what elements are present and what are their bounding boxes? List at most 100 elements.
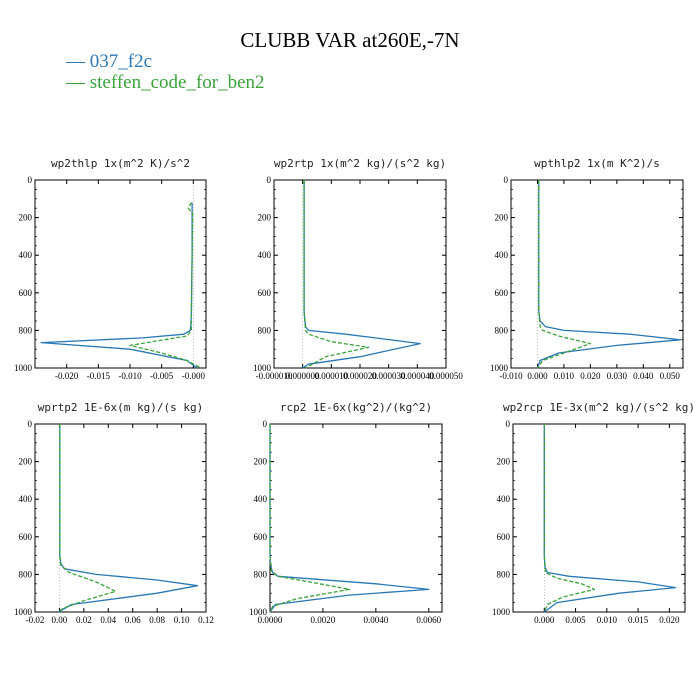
legend-marker: — [66,72,90,93]
y-tick-label: 0 [263,419,268,429]
y-tick-label: 800 [19,569,33,579]
y-tick-label: 1000 [490,363,509,373]
y-tick-label: 1000 [492,607,511,617]
panel-2: wpthlp2 1x(m K^2)/s 0 200 400 600 800 1000-0.0… [490,157,684,381]
panel-1: wp2rtp 1x(m^2 kg)/(s^2 kg)0 200 400 600 800 1… [253,157,463,381]
x-tick-label: 0.04 [100,615,116,625]
y-tick-label: 200 [19,213,33,223]
x-tick-label: 0.0000 [258,615,283,625]
x-tick-label: -0.010 [499,371,523,381]
y-tick-label: 200 [19,457,33,467]
plot-frame [512,423,686,613]
panel-title: wp2rtp 1x(m^2 kg)/(s^2 kg) [274,157,446,170]
y-tick-label: 0 [506,419,511,429]
y-tick-label: 0 [504,175,509,185]
y-tick-label: 1000 [14,363,33,373]
y-tick-label: 400 [258,250,272,260]
x-tick-label: -0.015 [87,371,111,381]
x-tick-label: -0.02 [26,615,45,625]
series-line-0 [57,424,199,613]
y-tick-label: 0 [267,175,272,185]
series-line-1 [129,202,202,369]
panel-title: wpthlp2 1x(m K^2)/s [534,157,660,170]
x-tick-label: 0.000020 [343,371,377,381]
x-tick-label: 0.000010 [314,371,348,381]
x-tick-label: -0.005 [150,371,174,381]
plot-frame [510,179,684,369]
x-tick-label: 0.08 [149,615,165,625]
panel-title: wp2rcp 1E-3x(m^2 kg)/(s^2 kg) [503,401,695,414]
legend-entry-steffen-code-for-ben2: — steffen_code_for_ben2 [66,72,265,94]
y-tick-label: 800 [19,325,33,335]
x-tick-label: 0.0040 [363,615,388,625]
x-tick-label: 0.050 [660,371,681,381]
x-tick-label: 0.015 [628,615,649,625]
y-tick-label: 1000 [14,607,33,617]
y-tick-label: 600 [19,532,33,542]
y-tick-label: 1000 [249,607,268,617]
x-tick-label: -0.020 [55,371,79,381]
x-tick-label: 0.12 [198,615,214,625]
plot-frame [273,179,447,369]
y-tick-label: 200 [254,457,268,467]
y-tick-label: 400 [19,494,33,504]
x-tick-label: -0.000 [182,371,206,381]
y-tick-label: 200 [497,457,511,467]
x-tick-label: -0.000010 [256,371,293,381]
x-tick-label: 0.010 [554,371,575,381]
x-tick-label: 0.0060 [416,615,441,625]
x-tick-label: 0.000000 [286,371,320,381]
y-tick-label: 600 [258,288,272,298]
x-tick-label: 0.10 [174,615,190,625]
x-tick-label: 0.040 [633,371,654,381]
x-tick-label: 0.00 [52,615,68,625]
legend-marker: — [66,51,90,72]
plot-frame [34,179,207,369]
series-line-1 [543,424,595,613]
x-tick-label: 0.000040 [400,371,434,381]
x-tick-label: 0.000050 [429,371,463,381]
x-tick-label: 0.000 [534,615,555,625]
y-tick-label: 0 [28,419,33,429]
y-tick-label: 600 [495,288,509,298]
y-tick-label: 200 [495,213,509,223]
y-tick-label: 1000 [253,363,272,373]
y-tick-label: 400 [495,250,509,260]
legend-entry-037-f2c: — 037_f2c [66,51,152,73]
y-tick-label: 0 [28,175,33,185]
panel-title: wprtp2 1E-6x(m kg)/(s kg) [38,401,204,414]
y-tick-label: 400 [497,494,511,504]
x-tick-label: 0.020 [580,371,601,381]
series-line-0 [269,424,430,613]
chart-main-title: CLUBB VAR at260E,-7N [240,28,460,52]
legend-label: steffen_code_for_ben2 [89,72,265,93]
y-tick-label: 800 [497,569,511,579]
panel-4: rcp2 1E-6x(kg^2)/(kg^2) 0 200 400 600 800 1000… [249,401,443,625]
y-tick-label: 400 [19,250,33,260]
series-line-1 [57,424,117,613]
x-tick-label: 0.030 [607,371,628,381]
x-tick-label: 0.010 [597,615,618,625]
panel-title: rcp2 1E-6x(kg^2)/(kg^2) [280,401,432,414]
x-tick-label: 0.005 [565,615,586,625]
x-tick-label: 0.06 [125,615,141,625]
y-tick-label: 800 [495,325,509,335]
x-tick-label: 0.000 [527,371,548,381]
y-tick-label: 800 [254,569,268,579]
x-tick-label: 0.020 [659,615,680,625]
series-line-1 [536,180,592,369]
series-line-0 [543,424,677,613]
x-tick-label: 0.02 [76,615,92,625]
panel-0: wp2thlp 1x(m^2 K)/s^2 0 200 400 600 800 1000 -0… [14,157,207,381]
series-line-1 [269,424,351,613]
panel-title: wp2thlp 1x(m^2 K)/s^2 [51,157,190,170]
y-tick-label: 600 [19,288,33,298]
plot-frame [269,423,443,613]
y-tick-label: 600 [254,532,268,542]
series-line-1 [303,180,370,369]
panel-5: wp2rcp 1E-3x(m^2 kg)/(s^2 kg) 0 200 400 600 8… [492,401,695,625]
x-tick-label: 0.0020 [311,615,336,625]
y-tick-label: 800 [258,325,272,335]
series-line-0 [536,180,682,369]
